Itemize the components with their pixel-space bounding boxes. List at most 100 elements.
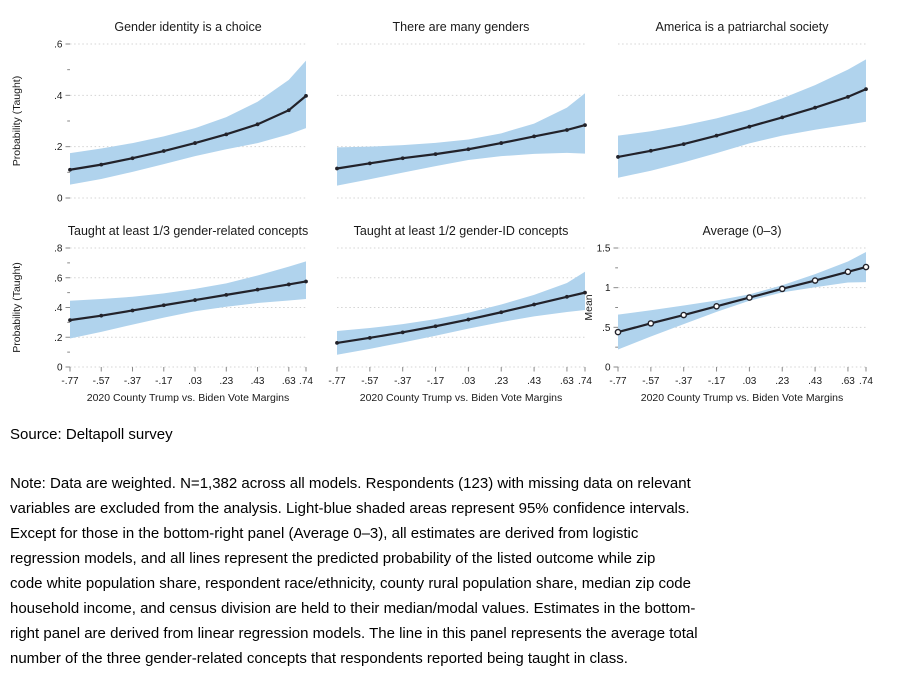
- x-tick-label: -.77: [328, 376, 346, 387]
- panel-2: There are many genders: [335, 20, 587, 199]
- panel-6: 0 .5 1 1.5 -.77 -.57 -.37 -.17 .03 .23 .43 .63 .74 20…: [583, 224, 873, 404]
- estimate-line: [616, 265, 868, 334]
- data-point: [565, 294, 569, 299]
- x-axis-title: 2020 County Trump vs. Biden Vote Margins: [360, 392, 563, 404]
- data-point: [864, 87, 868, 92]
- data-point: [400, 330, 405, 335]
- y-tick-label: 0: [605, 363, 611, 374]
- x-tick-label: .43: [808, 376, 822, 387]
- data-point: [499, 310, 504, 315]
- data-point: [844, 268, 852, 276]
- y-tick-label: .8: [54, 244, 63, 255]
- x-tick-label: -.37: [124, 376, 142, 387]
- data-point: [161, 149, 166, 153]
- y-axis-title: Mean: [583, 294, 595, 320]
- x-tick-label: .74: [578, 376, 592, 387]
- data-point: [466, 317, 471, 322]
- y-tick-label: .6: [54, 40, 63, 51]
- data-point: [862, 263, 870, 271]
- data-point: [286, 108, 291, 113]
- y-axis-title: Probability (Taught): [11, 262, 23, 352]
- data-point: [499, 141, 504, 145]
- y-tick-label: .2: [54, 142, 63, 153]
- x-tick-label: .03: [461, 376, 475, 387]
- data-point: [433, 152, 438, 157]
- data-point: [68, 167, 72, 172]
- x-tick-label: .43: [251, 376, 265, 387]
- panel-3: America is a patriarchal society: [616, 20, 868, 199]
- x-tick-label: .23: [494, 376, 508, 387]
- data-point: [400, 156, 405, 161]
- note-text: Note: Data are weighted. N=1,382 across …: [10, 475, 698, 667]
- data-point: [532, 302, 536, 307]
- data-point: [648, 148, 653, 153]
- x-tick-label: .23: [775, 376, 789, 387]
- data-point: [161, 303, 166, 308]
- data-point: [304, 93, 308, 98]
- data-point: [255, 287, 260, 292]
- data-point: [335, 341, 339, 345]
- x-tick-label: -.57: [642, 376, 660, 387]
- y-tick-label: 1: [605, 283, 611, 294]
- y-tick-label: .5: [602, 323, 611, 334]
- panel-5: -.77 -.57 -.37 -.17 .03 .23 .43 .63 .74 2020 Coun…: [328, 224, 592, 404]
- x-tick-label: -.17: [708, 376, 726, 387]
- data-point: [68, 318, 72, 323]
- x-tick-label: .03: [188, 376, 202, 387]
- panel-1: 0 .2 .4 .6 Probability (Taught) Gender identi…: [11, 20, 308, 205]
- data-point: [532, 134, 536, 139]
- x-tick-label: .23: [219, 376, 233, 387]
- y-tick-label: 1.5: [597, 244, 611, 255]
- data-point: [304, 279, 308, 284]
- data-point: [99, 162, 104, 167]
- x-axis-title: 2020 County Trump vs. Biden Vote Margins: [87, 392, 290, 404]
- y-tick-label: .4: [54, 303, 63, 314]
- confidence-band: [618, 251, 866, 350]
- data-point: [616, 155, 620, 159]
- panel-title: Average (0–3): [703, 224, 782, 238]
- data-point: [367, 335, 372, 340]
- y-tick-label: .4: [54, 91, 63, 102]
- data-point: [746, 294, 753, 301]
- data-point: [433, 324, 438, 329]
- data-point: [99, 313, 104, 318]
- y-tick-label: .6: [54, 273, 63, 284]
- data-point: [747, 124, 752, 129]
- x-tick-label: -.17: [427, 376, 445, 387]
- x-tick-label: .03: [742, 376, 756, 387]
- panel-4: 0 .2 .4 .6 .8 -.77 -.57 -.37 -.17 .03 .23 .43 .63.74…: [11, 224, 313, 404]
- chart-figure: 0 .2 .4 .6 Probability (Taught) Gender identi…: [11, 20, 874, 404]
- x-tick-label: -.77: [609, 376, 627, 387]
- data-point: [680, 311, 687, 319]
- x-tick-label: .63: [560, 376, 574, 387]
- x-tick-label: -.57: [93, 376, 111, 387]
- confidence-band: [70, 261, 306, 339]
- data-point: [614, 328, 622, 336]
- x-tick-label: -.37: [394, 376, 412, 387]
- data-point: [647, 320, 655, 327]
- x-tick-label: -.57: [361, 376, 379, 387]
- data-point: [367, 161, 372, 166]
- panel-title: There are many genders: [393, 20, 530, 34]
- y-tick-label: 0: [57, 194, 63, 205]
- x-tick-label: .74: [299, 376, 313, 387]
- data-point: [811, 277, 819, 284]
- data-point: [813, 105, 817, 110]
- data-point: [255, 122, 260, 127]
- data-point: [224, 292, 229, 297]
- panel-title: Gender identity is a choice: [114, 20, 261, 34]
- x-tick-label: .63: [841, 376, 855, 387]
- source-text: Source: Deltapoll survey: [10, 426, 173, 443]
- confidence-band: [337, 271, 585, 355]
- data-point: [713, 303, 720, 310]
- x-tick-label: -.37: [675, 376, 693, 387]
- data-point: [224, 132, 229, 137]
- data-point: [565, 128, 569, 132]
- data-point: [780, 115, 785, 120]
- panel-title: Taught at least 1/3 gender-related conce…: [68, 224, 308, 238]
- panel-title: Taught at least 1/2 gender-ID concepts: [354, 224, 569, 238]
- data-point: [583, 123, 587, 128]
- data-point: [286, 282, 291, 287]
- data-point: [193, 141, 197, 145]
